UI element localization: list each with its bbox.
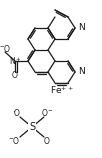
Text: $^{-}$O: $^{-}$O [0,43,11,55]
Text: O: O [12,70,18,79]
Text: $\mathregular{\cdot}$: $\mathregular{\cdot}$ [12,106,16,115]
Text: O$^{-}$: O$^{-}$ [41,107,53,118]
Text: S: S [29,122,35,132]
Text: N: N [78,67,85,76]
Text: Fe$^{++}$: Fe$^{++}$ [50,84,74,96]
Text: O: O [44,137,50,146]
Text: O: O [14,109,20,118]
Text: $\mathregular{N^+}$: $\mathregular{N^+}$ [9,55,21,67]
Text: $^{-}$O: $^{-}$O [8,136,20,146]
Text: N: N [78,24,85,33]
